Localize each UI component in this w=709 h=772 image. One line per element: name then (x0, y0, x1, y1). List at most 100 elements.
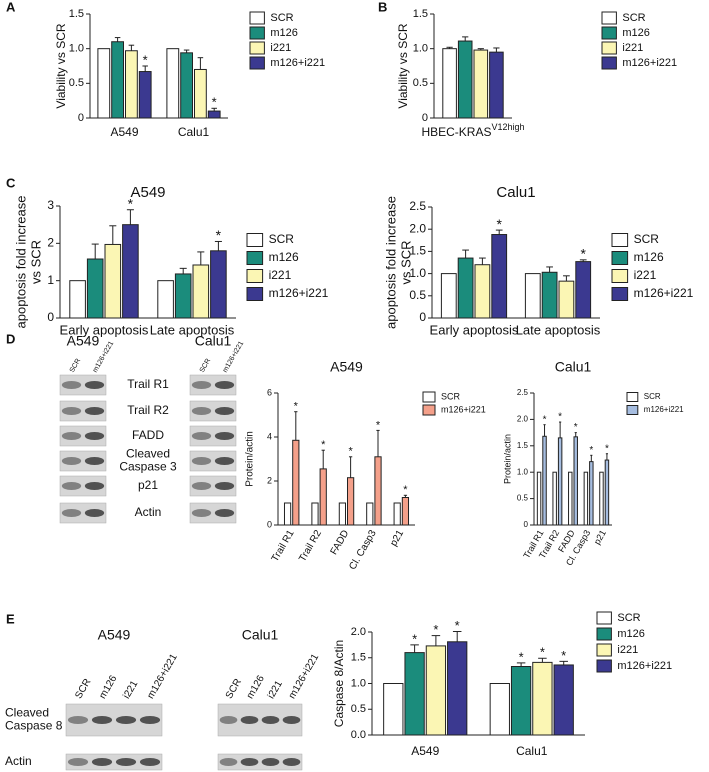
x-tick-label-superscript: V12high (491, 122, 524, 132)
y-tick-label: 1.0 (413, 43, 428, 55)
error-bar (446, 46, 453, 49)
bar (210, 250, 227, 319)
y-tick-label: 2.0 (351, 626, 366, 638)
lane-label: SCR (73, 677, 93, 701)
bar (192, 264, 210, 319)
bar (489, 683, 510, 736)
blot-title: A549 (98, 627, 131, 643)
error-bar (321, 449, 325, 469)
legend-swatch (246, 269, 264, 283)
blot-title: Calu1 (242, 627, 279, 643)
significance-mark: * (212, 95, 217, 110)
blot-band (84, 381, 105, 389)
legend-label: m126+i221 (634, 286, 694, 300)
bar (404, 652, 425, 736)
legend-swatch (246, 287, 264, 301)
blot-band (61, 381, 82, 389)
blot-strip (59, 502, 107, 524)
error-bar (211, 107, 217, 112)
legend-label: SCR (622, 12, 645, 24)
legend-label: m126+i221 (441, 404, 486, 414)
y-tick-label: 2.5 (409, 199, 426, 213)
error-bar (109, 225, 117, 245)
error-bar (543, 424, 546, 437)
legend-label: SCR (269, 232, 295, 246)
error-bar (126, 209, 134, 225)
blot-row-label: Trail R1 (127, 377, 169, 391)
bar (401, 497, 410, 526)
blot-band (191, 407, 212, 415)
y-tick-label: 1.5 (517, 441, 529, 450)
error-bar (142, 65, 148, 72)
blot-band (219, 716, 238, 724)
blot-band (91, 758, 113, 766)
y-tick-label: 3 (47, 198, 54, 212)
blot-band (219, 758, 238, 766)
y-tick-label: 0 (419, 310, 426, 324)
error-bar (538, 657, 547, 663)
legend-swatch (611, 287, 629, 301)
blot-band (115, 716, 137, 724)
blot-band (61, 509, 82, 517)
bar (138, 71, 152, 119)
blot-strip (59, 425, 107, 447)
blot-band (214, 432, 235, 440)
legend-label: i221 (622, 42, 643, 54)
blot-band (67, 758, 89, 766)
bar (207, 110, 221, 119)
y-tick-label: 0.5 (69, 77, 84, 89)
blot-band (84, 509, 105, 517)
blot-strip (189, 475, 237, 497)
y-axis-label: Protein/actin (245, 431, 256, 487)
legend-label: m126+i221 (269, 286, 329, 300)
significance-mark: * (580, 246, 586, 262)
blot-band (191, 457, 212, 465)
lane-label: i221 (266, 679, 285, 701)
blot-row-label: Caspase 8 (5, 719, 63, 733)
x-tick-label: Calu1 (516, 744, 548, 758)
bar (491, 234, 508, 319)
bar (283, 502, 292, 526)
significance-mark: * (589, 445, 593, 456)
blot-band (84, 482, 105, 490)
panel-letter: A (6, 0, 16, 14)
bar (583, 471, 589, 526)
x-tick-label: Trail R1 (270, 528, 297, 564)
error-bar (179, 267, 187, 274)
x-tick-label: HBEC-KRASV12high (421, 122, 524, 139)
legend-label: m126+i221 (617, 660, 672, 672)
x-tick-label: Late apoptosis (516, 322, 601, 337)
significance-mark: * (376, 419, 381, 431)
bar (338, 502, 346, 526)
bar (311, 502, 319, 526)
legend-swatch (246, 233, 264, 247)
y-tick-label: 0.0 (351, 729, 366, 741)
error-bar (546, 266, 553, 273)
significance-mark: * (403, 484, 408, 496)
blot-band (214, 407, 235, 415)
error-bar (431, 635, 441, 646)
y-axis-label: Viability vs SCR (54, 23, 68, 108)
blot-strip (59, 374, 107, 396)
legend-label: i221 (634, 268, 657, 282)
bar (524, 273, 541, 319)
blot-band (191, 509, 212, 517)
error-bar (579, 259, 587, 262)
y-tick-label: 0 (422, 112, 428, 124)
significance-mark: * (143, 52, 148, 67)
bar (457, 40, 473, 119)
lane-label: SCR (224, 677, 244, 701)
x-tick-label: Early apoptosis (430, 322, 519, 337)
y-tick-label: 1.5 (69, 8, 84, 20)
legend-swatch (611, 251, 629, 265)
blot-band (139, 716, 161, 724)
legend-swatch (249, 56, 265, 70)
error-bar (452, 630, 462, 642)
bar (536, 471, 542, 526)
error-bar (574, 432, 577, 437)
bar (604, 459, 610, 526)
lane-label: m126 (245, 673, 267, 701)
y-tick-label: 1.0 (409, 266, 426, 280)
bar (542, 435, 547, 526)
